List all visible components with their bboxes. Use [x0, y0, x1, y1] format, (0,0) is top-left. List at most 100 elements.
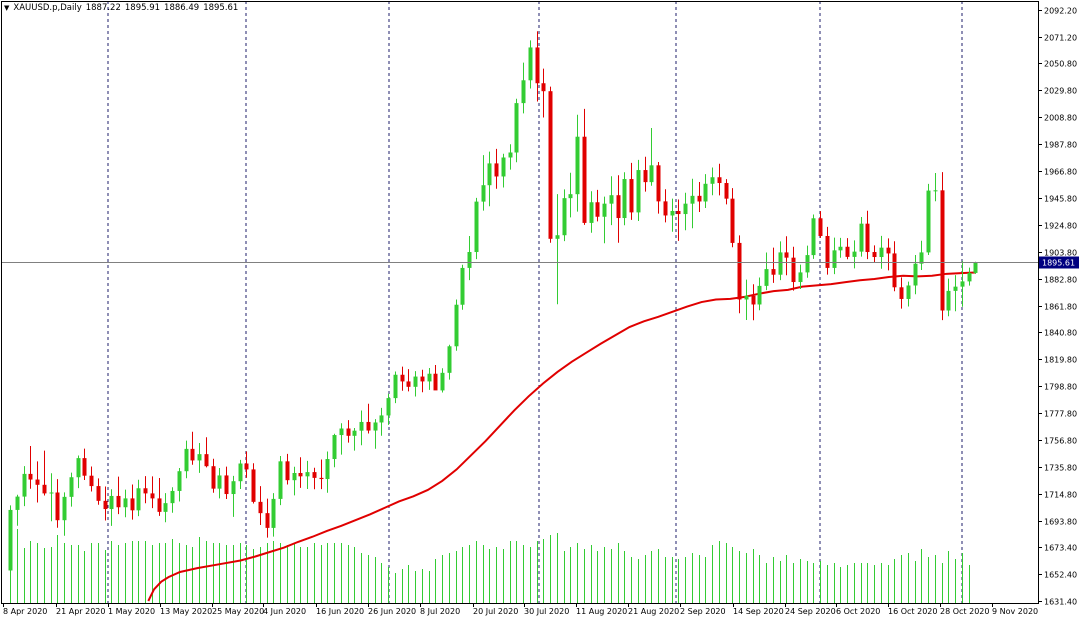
candle-body [352, 430, 357, 436]
candle [440, 368, 445, 393]
candle [703, 174, 708, 209]
candle-body [568, 194, 573, 199]
moving-average-layer [147, 271, 976, 602]
x-tick-label: 9 Nov 2020 [992, 607, 1038, 616]
candle [663, 189, 668, 223]
candle [568, 172, 573, 218]
candle [386, 393, 391, 425]
current-price-label: 1895.61 [1039, 256, 1079, 269]
price-axis[interactable]: 2092.20 2071.20 2050.80 2029.80 2008.80 1987.… [1038, 7, 1077, 607]
candle [872, 245, 877, 263]
y-tick-label: 1714.80 [1044, 491, 1077, 500]
candle-body [103, 500, 108, 510]
candle-body [528, 47, 533, 81]
candle [197, 442, 202, 473]
candle-body [265, 513, 270, 528]
candle [271, 493, 276, 537]
candle [811, 214, 816, 259]
candle [926, 183, 931, 255]
candle-body [811, 218, 816, 256]
x-tick-label: 4 Jun 2020 [263, 607, 306, 616]
candle [616, 175, 621, 243]
candle-body [258, 501, 263, 514]
candle-body [386, 398, 391, 416]
candle-body [562, 198, 567, 236]
candlestick-series[interactable] [8, 31, 978, 584]
candle-body [899, 287, 904, 299]
candle [622, 172, 627, 226]
candle-body [589, 202, 594, 223]
candle [798, 264, 803, 289]
candle-body [609, 195, 614, 204]
candle [595, 189, 600, 222]
candle-body [217, 475, 222, 489]
candle-body [676, 210, 681, 215]
candle [49, 473, 54, 522]
y-tick-label: 1882.80 [1044, 276, 1077, 285]
y-tick-label: 1945.80 [1044, 195, 1077, 204]
x-tick-label: 6 Oct 2020 [836, 607, 880, 616]
candle-body [406, 381, 411, 387]
candle [501, 153, 506, 188]
y-tick-label: 1693.80 [1044, 518, 1077, 527]
candle-body [697, 195, 702, 202]
candle-body [838, 246, 843, 251]
candle [791, 246, 796, 291]
candle [946, 278, 951, 317]
candle [832, 237, 837, 275]
candle [184, 440, 189, 479]
moving-average-line [147, 271, 976, 602]
candle [629, 162, 634, 220]
candle-body [622, 179, 627, 219]
y-tick-label: 1966.80 [1044, 168, 1077, 177]
candle [913, 254, 918, 295]
candle [244, 451, 249, 478]
y-tick-label: 1777.80 [1044, 410, 1077, 419]
candle [278, 455, 283, 506]
candle [42, 450, 47, 496]
candle [62, 492, 67, 536]
candle-body [771, 269, 776, 275]
y-tick-label: 1861.80 [1044, 303, 1077, 312]
candle [298, 457, 303, 488]
candle-body [879, 247, 884, 258]
candle [427, 367, 432, 390]
plot-border [1, 1, 1039, 604]
triangle-down-icon[interactable]: ▼ [4, 4, 10, 12]
candle [879, 235, 884, 269]
candle-body [521, 80, 526, 104]
candle [332, 433, 337, 468]
candle-body [643, 170, 648, 183]
candle [420, 369, 425, 393]
candle [609, 176, 614, 226]
y-tick-label: 1840.80 [1044, 329, 1077, 338]
candle [393, 371, 398, 404]
candle [528, 40, 533, 89]
candle-body [244, 463, 249, 470]
candle [690, 178, 695, 229]
candle [940, 172, 945, 321]
candle-body [292, 473, 297, 481]
candle-body [541, 83, 546, 92]
candle-body [886, 247, 891, 254]
y-tick-label: 1798.80 [1044, 383, 1077, 392]
candle [170, 487, 175, 513]
candle [778, 241, 783, 281]
candle [359, 410, 364, 446]
y-tick-label: 1652.40 [1044, 571, 1077, 580]
candle [514, 98, 519, 163]
time-axis[interactable]: 8 Apr 2020 21 Apr 2020 1 May 2020 13 May 20… [3, 603, 1038, 616]
candle [710, 167, 715, 196]
candle [130, 484, 135, 520]
candle [238, 459, 243, 490]
candle [771, 247, 776, 283]
candle-body [22, 473, 27, 497]
candle-body [379, 415, 384, 423]
candle [960, 261, 965, 307]
symbol-name: XAUUSD.p,Daily [13, 3, 82, 13]
candle [636, 159, 641, 221]
candle-body [82, 458, 87, 476]
candle-body [319, 477, 324, 480]
